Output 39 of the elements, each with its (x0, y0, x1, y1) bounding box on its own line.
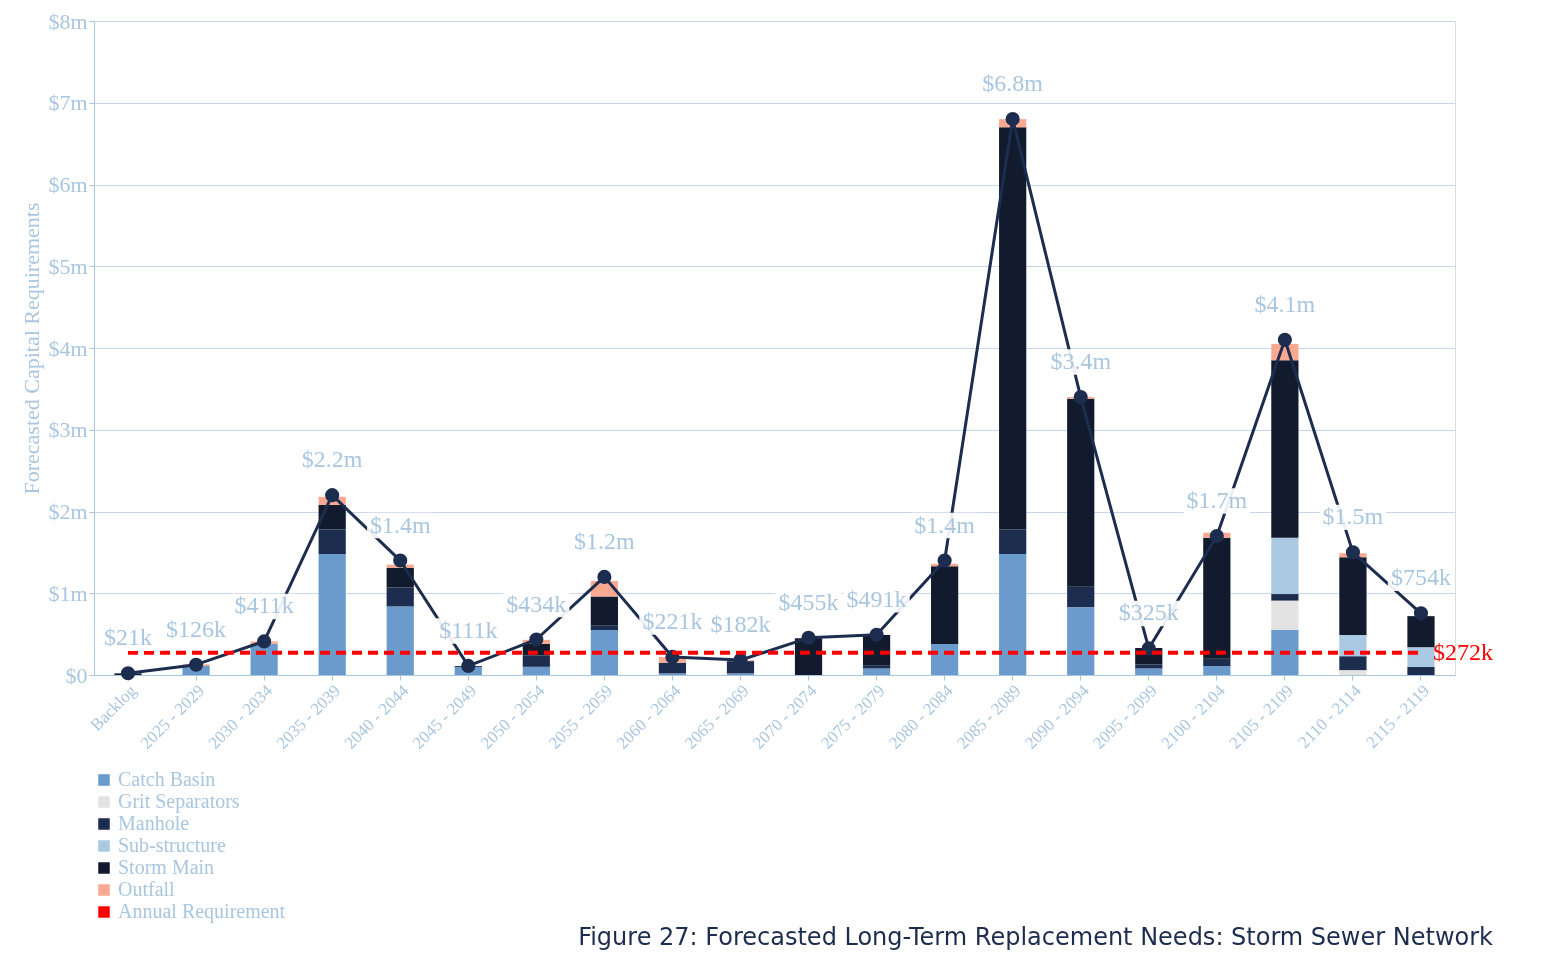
legend-label: Sub-structure (118, 834, 226, 856)
annotation: $1.4m (914, 511, 976, 538)
annotation: $325k (1118, 599, 1179, 626)
annotation: $6.8m (982, 70, 1044, 97)
y-tick-label: $1m (48, 580, 88, 606)
annotation: $2.2m (301, 446, 363, 473)
annotation: $4.1m (1254, 290, 1316, 317)
legend-label: Catch Basin (118, 768, 216, 790)
annotation: $455k (778, 588, 839, 615)
annotation: $411k (234, 592, 294, 619)
y-tick-label: $0 (65, 662, 88, 688)
y-tick-label: $3m (48, 417, 88, 443)
annotation: $111k (439, 616, 498, 643)
legend-label: Storm Main (118, 856, 215, 878)
annotation: $3.4m (1050, 348, 1112, 375)
legend-label: Grit Separators (118, 790, 240, 813)
annotation: $1.4m (369, 511, 431, 538)
annotation: $221k (642, 607, 703, 634)
y-tick-label: $7m (48, 90, 88, 116)
y-tick-label: $6m (48, 172, 88, 197)
text: Figure 27: Forecasted Long-Term Replacement Needs: Storm Sewer Network (578, 923, 1494, 951)
legend-label: Annual Requirement (118, 900, 286, 923)
annotation: $126k (166, 615, 227, 642)
y-tick-label: $2m (48, 499, 88, 524)
legend-label: Outfall (118, 878, 176, 900)
annotation: $1.5m (1322, 503, 1384, 530)
annotation: $1.7m (1186, 487, 1248, 514)
annotation: $491k (846, 585, 907, 612)
y-tick-label: $8m (48, 8, 88, 34)
legend-label: Manhole (118, 812, 190, 834)
annotation: $434k (506, 590, 567, 617)
annotation: $272k (1432, 638, 1493, 665)
y-tick-label: $4m (48, 335, 88, 361)
annotation: $182k (710, 611, 771, 638)
y-tick-label: $5m (48, 253, 88, 279)
annotation: $754k (1390, 564, 1451, 591)
annotation: $1.2m (574, 527, 636, 554)
y-axis-title: Forecasted Capital Requirements (19, 202, 45, 495)
annotation: $21k (104, 624, 153, 651)
